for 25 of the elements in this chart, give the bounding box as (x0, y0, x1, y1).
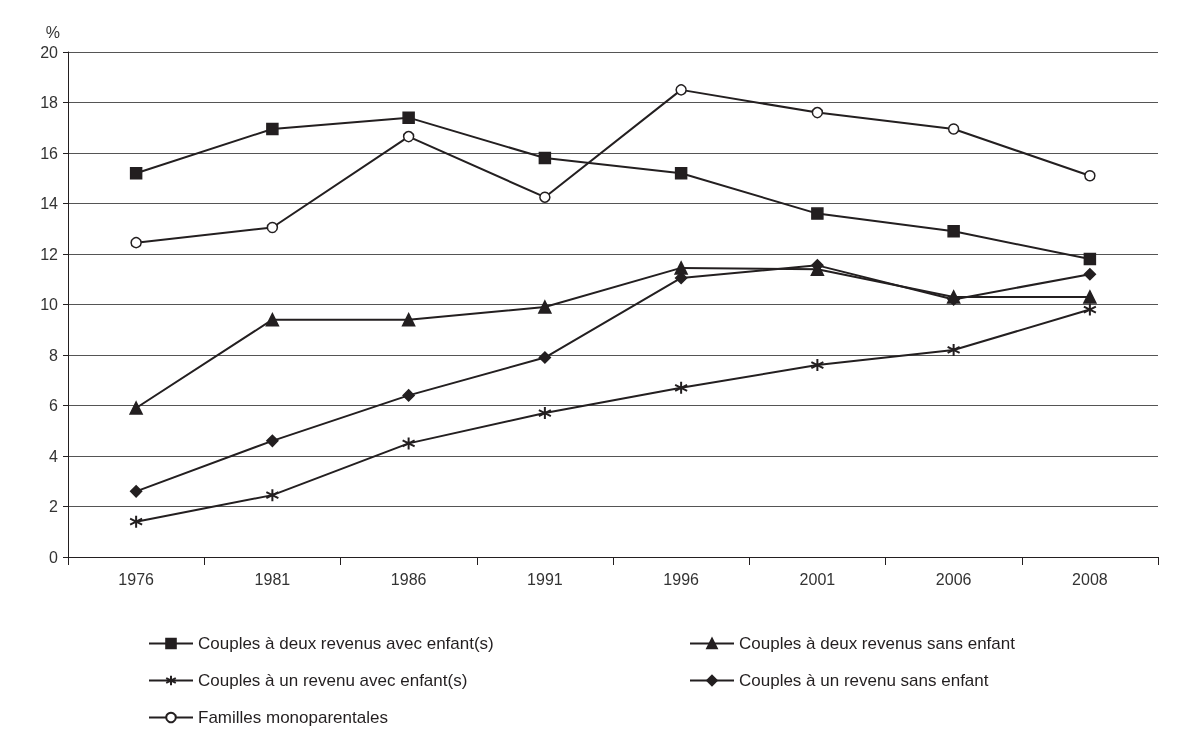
x-tick-label: 1991 (527, 570, 563, 588)
y-axis-title: % (45, 23, 60, 41)
y-tick-label: 16 (40, 144, 59, 162)
x-tick-label: 1986 (390, 570, 427, 588)
legend-label: Couples à deux revenus sans enfant (739, 634, 1016, 653)
y-tick-label: 20 (40, 43, 59, 61)
y-tick-label: 18 (40, 94, 59, 111)
y-tick-label: 4 (49, 447, 59, 465)
x-tick-label: 2008 (1072, 570, 1108, 588)
x-tick-label: 1981 (254, 570, 291, 588)
x-tick-label: 1976 (118, 570, 155, 588)
y-tick-label: 6 (49, 397, 59, 414)
x-tick-label: 2006 (935, 570, 972, 588)
legend-label: Couples à un revenu avec enfant(s) (198, 671, 468, 690)
legend-label: Familles monoparentales (198, 708, 388, 727)
y-tick-label: 12 (40, 245, 59, 263)
x-tick-label: 2001 (799, 570, 836, 588)
y-tick-label: 8 (49, 346, 59, 364)
x-tick-label: 1996 (663, 570, 700, 588)
y-tick-label: 0 (49, 548, 59, 566)
legend-label: Couples à un revenu sans enfant (739, 671, 989, 690)
y-tick-label: 2 (49, 498, 59, 515)
y-tick-label: 14 (40, 195, 59, 212)
legend-label: Couples à deux revenus avec enfant(s) (198, 634, 494, 653)
y-tick-label: 10 (40, 296, 59, 313)
